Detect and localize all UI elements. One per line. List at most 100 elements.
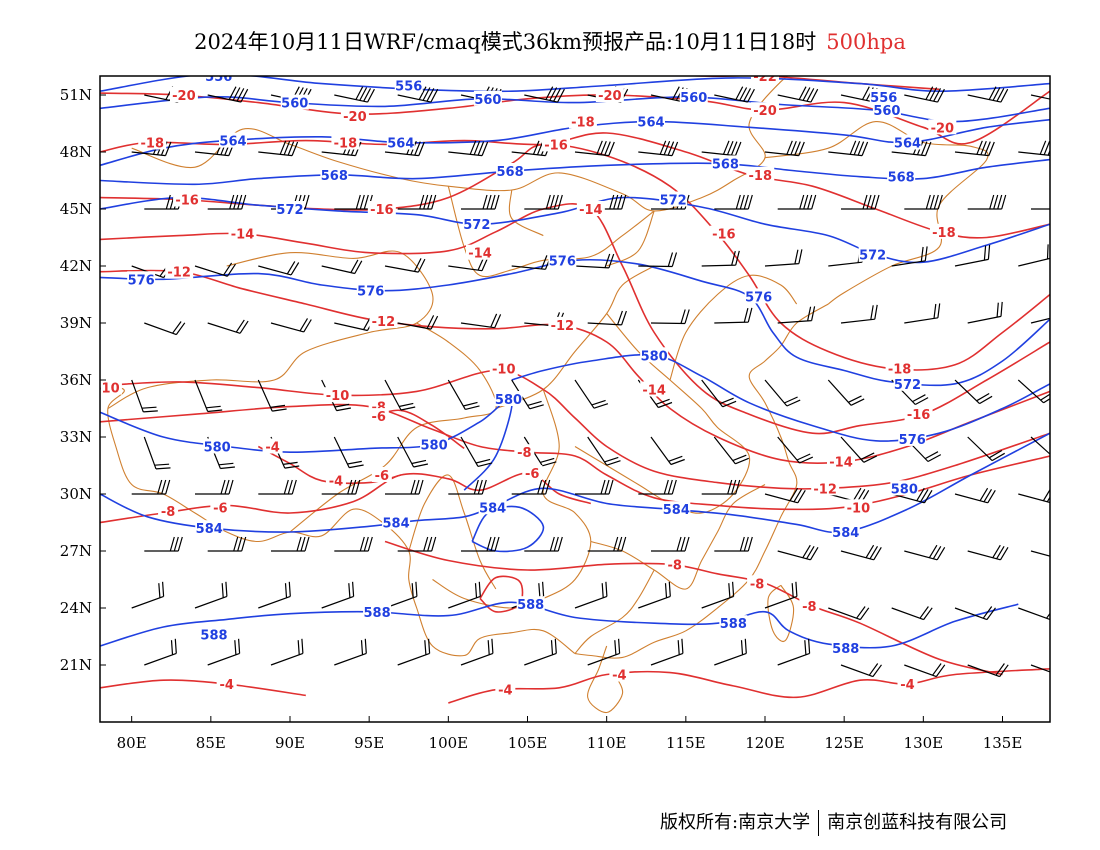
temperature-label-bg <box>548 316 577 332</box>
temperature-label: -12 <box>813 482 837 497</box>
wind-barb <box>448 140 489 157</box>
wind-barb <box>524 86 565 103</box>
temperature-label-bg <box>323 387 352 403</box>
height-label-bg <box>363 603 392 619</box>
temperature-contour <box>100 369 1050 490</box>
height-label: 588 <box>364 606 391 621</box>
temperature-label-bg <box>929 223 958 239</box>
wind-barb <box>524 536 563 552</box>
wind-barb <box>764 249 803 267</box>
temperature-label-bg <box>897 676 918 691</box>
height-label: 572 <box>660 194 687 209</box>
lat-label: 27N <box>60 542 92 560</box>
wind-barb <box>777 638 811 666</box>
lat-label: 24N <box>60 599 92 617</box>
temperature-label-bg <box>466 244 494 260</box>
country-borders <box>100 76 989 714</box>
height-label: 556 <box>870 91 897 106</box>
map-title: 2024年10月11日WRF/cmaq模式36km预报产品:10月11日18时 5… <box>0 26 1100 56</box>
height-label: 576 <box>745 290 772 305</box>
wind-barb <box>321 479 361 495</box>
wind-barb <box>321 259 363 275</box>
wind-barb <box>397 194 437 210</box>
wind-barbs <box>131 86 1050 678</box>
wind-barb <box>764 487 806 504</box>
wind-barb <box>828 487 870 504</box>
lat-label: 21N <box>60 656 92 674</box>
border-line <box>408 474 497 590</box>
wind-barb <box>638 581 671 609</box>
height-label-bg <box>744 288 773 304</box>
height-label: 576 <box>128 273 155 288</box>
temperature-label: -12 <box>372 315 396 330</box>
wind-barb <box>144 536 183 552</box>
temperature-label-bg <box>885 360 914 376</box>
height-label: 564 <box>387 137 414 152</box>
wind-barb <box>447 379 480 410</box>
wind-barb <box>207 86 249 103</box>
wind-barb <box>840 663 882 678</box>
temperature-label-bg <box>100 379 122 395</box>
lat-label: 30N <box>60 485 92 503</box>
wind-barb <box>448 581 481 609</box>
temperature-label-bg <box>751 102 779 118</box>
wind-barb <box>714 638 747 666</box>
temperature-label: -16 <box>175 194 199 209</box>
height-contour <box>100 432 1050 534</box>
temperature-label-bg <box>664 556 685 572</box>
height-label: 584 <box>663 503 690 518</box>
wind-barb <box>1030 550 1050 557</box>
height-label-bg <box>203 438 232 454</box>
wind-barb <box>828 606 870 621</box>
height-label-bg <box>893 134 922 150</box>
temperature-label: -6 <box>375 469 389 484</box>
wind-barb <box>258 479 297 495</box>
wind-barb <box>334 86 375 103</box>
height-label: 568 <box>497 165 524 180</box>
temperature-label-bg <box>811 480 840 496</box>
temperature-contour <box>100 132 1050 239</box>
temperature-label: -14 <box>468 247 492 262</box>
lon-label: 80E <box>117 734 147 752</box>
height-label-bg <box>127 271 156 287</box>
wind-barb <box>587 536 627 552</box>
temperature-label-bg <box>904 406 933 422</box>
wind-barb <box>334 194 373 210</box>
temperature-label-bg <box>595 87 624 102</box>
temperature-label: -18 <box>141 137 165 152</box>
wind-barb <box>460 313 502 329</box>
height-label-bg <box>516 596 545 612</box>
copyright-footer: 版权所有:南京大学 南京创蓝科技有限公司 <box>660 808 1007 836</box>
lat-label: 51N <box>60 86 92 104</box>
wind-barb <box>397 436 429 468</box>
temperature-label: -12 <box>167 266 191 281</box>
axis-ticks: 51N 48N 45N 42N 39N 36N 33N 30N 27N 24N 21N 80E 85E 9… <box>60 86 1023 752</box>
border-line <box>447 186 655 278</box>
height-label-bg <box>831 524 860 539</box>
temperature-label-bg <box>709 225 738 241</box>
temperature-label: -4 <box>900 678 914 693</box>
height-label: 576 <box>357 285 384 300</box>
temperature-label: -10 <box>492 363 516 378</box>
border-line <box>289 322 497 533</box>
temperature-label: -14 <box>579 203 603 218</box>
height-label: 588 <box>832 642 859 657</box>
border-line <box>131 76 789 212</box>
wind-barb <box>777 306 816 324</box>
temperature-label: -20 <box>931 121 955 136</box>
lon-label: 90E <box>275 734 305 752</box>
height-label: 580 <box>641 349 668 364</box>
wind-barb <box>891 487 933 504</box>
temperature-label-bg <box>542 136 570 152</box>
temperature-label: -16 <box>370 203 394 218</box>
height-label-bg <box>280 94 309 110</box>
wind-barb <box>714 307 753 324</box>
wind-barb <box>650 436 685 466</box>
height-label: 584 <box>383 517 410 532</box>
temperature-label-bg <box>210 499 231 515</box>
temperature-label: -8 <box>802 600 816 615</box>
wind-barb <box>143 436 171 470</box>
wind-barb <box>713 436 750 465</box>
